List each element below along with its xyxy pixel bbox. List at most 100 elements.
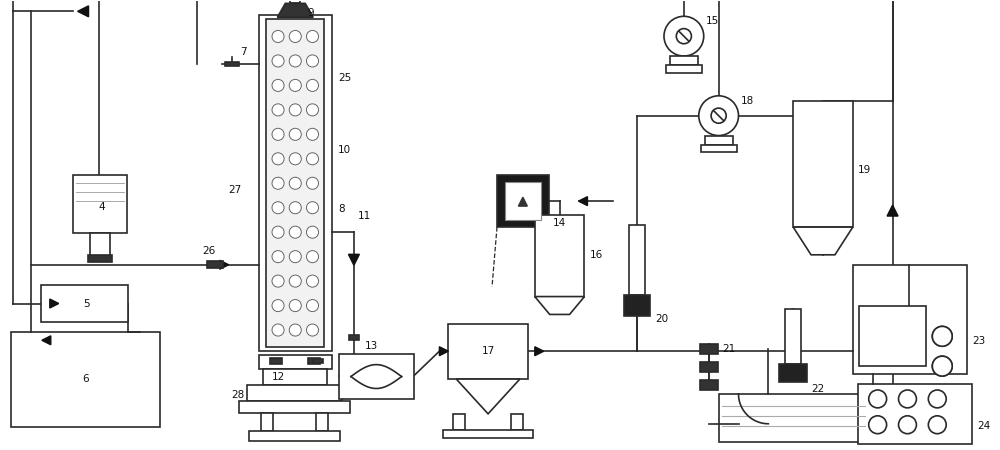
Polygon shape [518, 197, 527, 206]
Bar [349, 335, 359, 340]
Text: 11: 11 [358, 211, 371, 221]
Bar [535, 215, 584, 297]
Bar [666, 65, 702, 73]
Text: 14: 14 [553, 218, 566, 228]
Bar [443, 430, 533, 438]
Bar [239, 401, 350, 413]
Bar [308, 359, 320, 364]
Circle shape [272, 79, 284, 91]
Text: 22: 22 [811, 384, 824, 394]
Bar [41, 285, 128, 322]
Circle shape [899, 416, 916, 434]
Polygon shape [793, 227, 853, 255]
Bar [249, 431, 340, 441]
Bar [448, 324, 528, 379]
Text: 15: 15 [706, 16, 719, 26]
Polygon shape [220, 260, 229, 269]
Text: 9: 9 [307, 8, 314, 18]
Bar [11, 333, 160, 427]
Bar [339, 354, 414, 399]
Circle shape [272, 153, 284, 165]
Circle shape [272, 202, 284, 214]
Polygon shape [579, 197, 587, 206]
Circle shape [306, 55, 319, 67]
Polygon shape [456, 379, 520, 414]
Circle shape [306, 104, 319, 116]
Text: 19: 19 [858, 165, 871, 176]
Circle shape [289, 31, 301, 42]
Bar [858, 384, 972, 444]
Bar [263, 369, 327, 385]
Bar [247, 385, 342, 401]
Polygon shape [535, 347, 544, 356]
Circle shape [272, 226, 284, 238]
Circle shape [699, 96, 739, 135]
Circle shape [306, 79, 319, 91]
Text: 5: 5 [83, 298, 90, 309]
Bar [629, 225, 645, 295]
Bar [225, 62, 239, 67]
Bar [258, 355, 332, 369]
Text: 27: 27 [229, 185, 242, 195]
Circle shape [272, 251, 284, 263]
Text: 7: 7 [240, 47, 246, 57]
Text: 16: 16 [589, 250, 603, 260]
Circle shape [306, 324, 319, 336]
Polygon shape [887, 205, 898, 216]
Text: 8: 8 [338, 204, 345, 215]
Polygon shape [439, 347, 448, 356]
Bar [700, 380, 718, 390]
Bar [505, 182, 541, 220]
Bar [258, 15, 332, 351]
Circle shape [272, 300, 284, 311]
Bar [701, 144, 737, 153]
Bar [270, 359, 282, 364]
Text: 21: 21 [723, 344, 736, 354]
Circle shape [928, 390, 946, 408]
Circle shape [289, 128, 301, 140]
Circle shape [272, 31, 284, 42]
Circle shape [306, 153, 319, 165]
Text: 28: 28 [232, 390, 245, 400]
Circle shape [676, 29, 691, 44]
Polygon shape [78, 6, 89, 17]
Circle shape [289, 324, 301, 336]
Bar [624, 295, 650, 316]
Text: 20: 20 [655, 315, 668, 324]
Polygon shape [348, 254, 359, 265]
Bar [266, 19, 324, 347]
Circle shape [306, 275, 319, 287]
Text: 12: 12 [271, 372, 285, 382]
Polygon shape [50, 299, 59, 308]
Circle shape [289, 202, 301, 214]
Circle shape [289, 251, 301, 263]
Bar [73, 176, 127, 234]
Bar [670, 56, 698, 65]
Polygon shape [535, 297, 584, 315]
Circle shape [306, 177, 319, 189]
Circle shape [869, 416, 887, 434]
Circle shape [289, 177, 301, 189]
Bar [853, 265, 967, 374]
Bar [793, 101, 853, 227]
Bar [261, 413, 273, 431]
Circle shape [289, 153, 301, 165]
Text: 4: 4 [98, 202, 105, 211]
Bar [779, 364, 807, 382]
Bar [511, 414, 523, 430]
Circle shape [711, 108, 726, 123]
Circle shape [272, 275, 284, 287]
Circle shape [899, 390, 916, 408]
Text: 13: 13 [365, 341, 378, 351]
Text: 26: 26 [202, 246, 215, 256]
Bar [290, 0, 300, 4]
Bar [719, 394, 868, 441]
Text: 23: 23 [972, 336, 985, 346]
Bar [90, 234, 110, 258]
Text: 24: 24 [977, 421, 990, 431]
Bar [316, 413, 328, 431]
Text: 17: 17 [481, 346, 495, 356]
Polygon shape [277, 4, 313, 17]
Circle shape [306, 300, 319, 311]
Circle shape [932, 326, 952, 346]
